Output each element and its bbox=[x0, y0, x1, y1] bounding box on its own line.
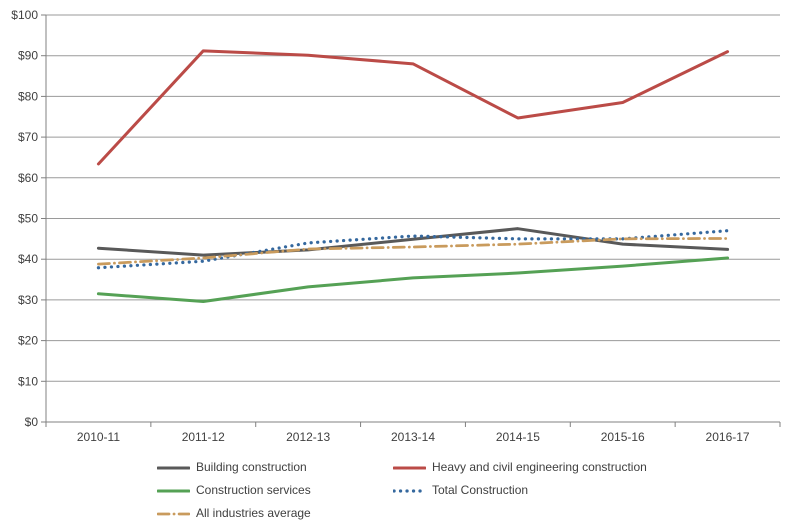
legend-line-sample bbox=[156, 489, 191, 493]
legend-line-sample bbox=[392, 466, 427, 470]
series-line-0 bbox=[96, 227, 730, 257]
y-axis-label: $50 bbox=[18, 212, 38, 226]
y-axis-label: $90 bbox=[18, 49, 38, 63]
y-axis-label: $60 bbox=[18, 171, 38, 185]
y-axis-label: $70 bbox=[18, 130, 38, 144]
legend-label: Total Construction bbox=[432, 483, 529, 497]
y-axis-label: $40 bbox=[18, 252, 38, 266]
legend-label: Construction services bbox=[196, 483, 311, 497]
legend-line-sample bbox=[392, 489, 427, 493]
x-axis-label: 2014-15 bbox=[496, 430, 540, 444]
x-axis-label: 2012-13 bbox=[286, 430, 330, 444]
y-axis-label: $100 bbox=[11, 8, 38, 22]
legend-item-heavy-civil-engineering: Heavy and civil engineering construction bbox=[392, 459, 647, 475]
legend-item-total-construction: Total Construction bbox=[392, 482, 529, 498]
y-axis-label: $80 bbox=[18, 89, 38, 103]
y-axis-label: $0 bbox=[25, 415, 39, 429]
legend-line-sample bbox=[156, 466, 191, 470]
x-axis-label: 2016-17 bbox=[706, 430, 750, 444]
legend-swatch-solid-line-icon bbox=[392, 461, 427, 473]
legend-swatch-solid-line-icon bbox=[156, 484, 191, 496]
x-axis-label: 2013-14 bbox=[391, 430, 435, 444]
y-axis-label: $10 bbox=[18, 374, 38, 388]
series-line-2 bbox=[96, 256, 730, 304]
series-line-3 bbox=[96, 229, 730, 270]
legend-item-all-industries-average: All industries average bbox=[156, 505, 311, 521]
y-axis-label: $20 bbox=[18, 334, 38, 348]
plot-area: $0 $10 $20 $30 $40 $50 $60 $70 $80 $90 $100 2010-11… bbox=[11, 8, 781, 444]
x-axis-label: 2015-16 bbox=[601, 430, 645, 444]
legend-swatch-dotted-line-icon bbox=[392, 484, 427, 496]
x-axis-label: 2011-12 bbox=[182, 430, 225, 444]
legend-item-building-construction: Building construction bbox=[156, 459, 307, 475]
legend-swatch-solid-line-icon bbox=[156, 461, 191, 473]
legend-item-construction-services: Construction services bbox=[156, 482, 311, 498]
chart-legend: Building construction Heavy and civil en… bbox=[0, 450, 794, 529]
legend-label: Heavy and civil engineering construction bbox=[432, 460, 647, 474]
legend-label: All industries average bbox=[196, 506, 311, 520]
x-axis-label: 2010-11 bbox=[77, 430, 120, 444]
legend-label: Building construction bbox=[196, 460, 307, 474]
legend-swatch-dashdot-line-icon bbox=[156, 507, 191, 519]
series-line-4 bbox=[97, 237, 729, 266]
legend-line-sample bbox=[156, 512, 191, 516]
y-axis-label: $30 bbox=[18, 293, 38, 307]
series-line-1 bbox=[96, 49, 730, 166]
